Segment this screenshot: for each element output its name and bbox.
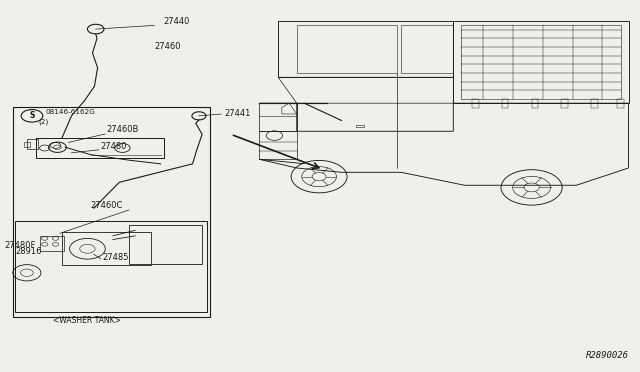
Text: 27460C: 27460C [91, 201, 123, 210]
Bar [618, 99, 624, 108]
Text: R2890026: R2890026 [586, 350, 629, 359]
Bar [13, 107, 211, 317]
Bar [36, 138, 164, 158]
Bar [27, 139, 38, 150]
Text: 27440: 27440 [164, 16, 190, 26]
Text: 27480F: 27480F [4, 241, 36, 250]
Text: 27441: 27441 [225, 109, 251, 118]
Bar [591, 99, 598, 108]
Text: (2): (2) [38, 118, 49, 125]
Text: 27460: 27460 [154, 42, 181, 51]
Text: <WASHER TANK>: <WASHER TANK> [54, 315, 122, 325]
Bar [502, 99, 508, 108]
Text: S: S [29, 111, 35, 121]
Bar [24, 142, 30, 147]
Text: 27460B: 27460B [106, 125, 139, 134]
Text: 28916: 28916 [15, 247, 42, 256]
Bar [40, 236, 64, 251]
Bar [532, 99, 538, 108]
Bar [472, 99, 479, 108]
Text: 27485: 27485 [102, 253, 129, 262]
Bar [561, 99, 568, 108]
Text: 27480: 27480 [100, 142, 127, 151]
Bar [62, 232, 151, 265]
Bar [129, 225, 202, 263]
Text: 08146-6162G: 08146-6162G [46, 109, 96, 115]
Bar [356, 125, 364, 126]
Bar [15, 221, 207, 311]
